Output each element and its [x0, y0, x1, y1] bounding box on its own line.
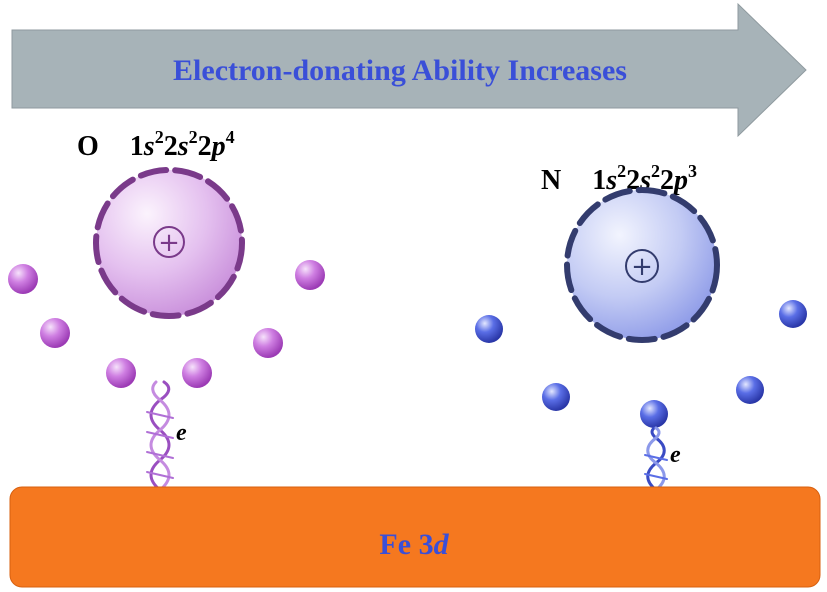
- nitrogen-atom: +: [564, 187, 720, 343]
- nitrogen-electron: [475, 315, 503, 343]
- oxygen-electron: [106, 358, 136, 388]
- nitrogen-symbol: N: [541, 165, 561, 196]
- oxygen-electron: [40, 318, 70, 348]
- nitrogen-atom-body: [567, 190, 717, 340]
- fe-3d-label: Fe 3d: [379, 528, 449, 561]
- oxygen-electron: [8, 264, 38, 294]
- oxygen-nucleus: [153, 226, 185, 258]
- trend-arrow: [11, 2, 807, 138]
- nitrogen-nucleus-plus: +: [631, 252, 653, 282]
- nitrogen-nucleus: [625, 249, 659, 283]
- fe-3d-slab: [9, 486, 821, 588]
- oxygen-symbol: O: [77, 131, 99, 162]
- nitrogen-wave: [644, 426, 668, 492]
- oxygen-e-label: e: [176, 420, 187, 446]
- nitrogen-electron: [736, 376, 764, 404]
- nitrogen-electron: [779, 300, 807, 328]
- arrow-label: Electron-donating Ability Increases: [173, 54, 627, 87]
- oxygen-wave: [146, 380, 174, 492]
- oxygen-electron: [253, 328, 283, 358]
- oxygen-nucleus-plus: +: [158, 228, 180, 258]
- oxygen-atom-body: [96, 170, 242, 316]
- nitrogen-electron: [542, 383, 570, 411]
- oxygen-electron: [295, 260, 325, 290]
- oxygen-atom: +: [93, 167, 245, 319]
- nitrogen-electron: [640, 400, 668, 428]
- oxygen-config: O 1s22s22p4: [77, 127, 235, 162]
- oxygen-atom-shell: [93, 167, 245, 319]
- nitrogen-e-label: e: [670, 442, 681, 468]
- nitrogen-atom-shell: [564, 187, 720, 343]
- oxygen-electron: [182, 358, 212, 388]
